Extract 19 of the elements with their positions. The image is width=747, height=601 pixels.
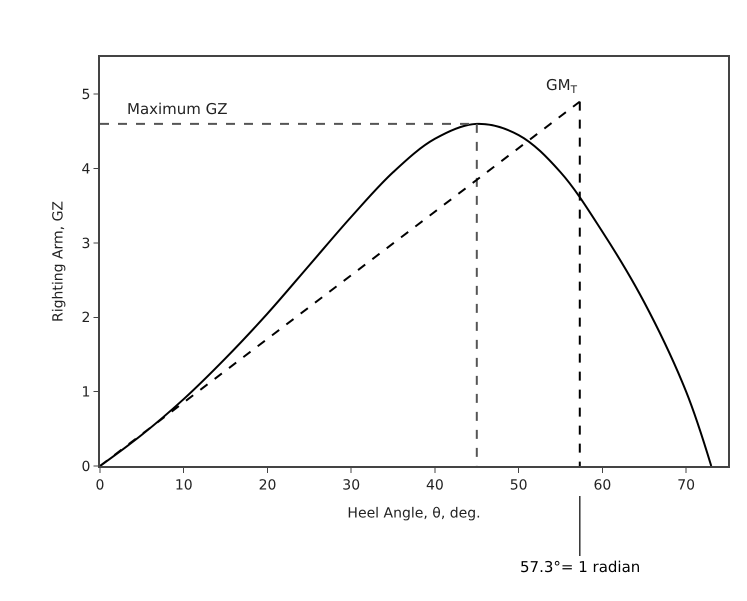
y-tick-label: 2: [82, 310, 90, 326]
y-axis-title: Righting Arm, GZ: [50, 200, 67, 322]
x-tick-label: 40: [426, 478, 444, 494]
y-tick-label: 1: [82, 384, 90, 401]
x-tick-label: 50: [510, 478, 528, 494]
y-tick-label: 3: [82, 236, 90, 252]
x-tick-label: 0: [96, 478, 104, 494]
y-tick-label: 5: [82, 87, 90, 104]
x-tick-label: 60: [593, 478, 612, 494]
x-tick-label: 30: [342, 478, 360, 494]
x-tick-label: 70: [677, 478, 696, 494]
series-label: GM$_{T}$: [546, 76, 578, 96]
x-tick-label: 20: [258, 478, 276, 494]
series-label: Maximum GZ: [127, 100, 228, 118]
annotation: 57.3°= 1 radian: [520, 558, 640, 576]
y-tick-label: 0: [82, 458, 90, 475]
x-axis-title: Heel Angle, θ, deg.: [347, 505, 481, 522]
x-tick-label: 10: [174, 478, 193, 494]
y-tick-label: 4: [82, 161, 91, 178]
